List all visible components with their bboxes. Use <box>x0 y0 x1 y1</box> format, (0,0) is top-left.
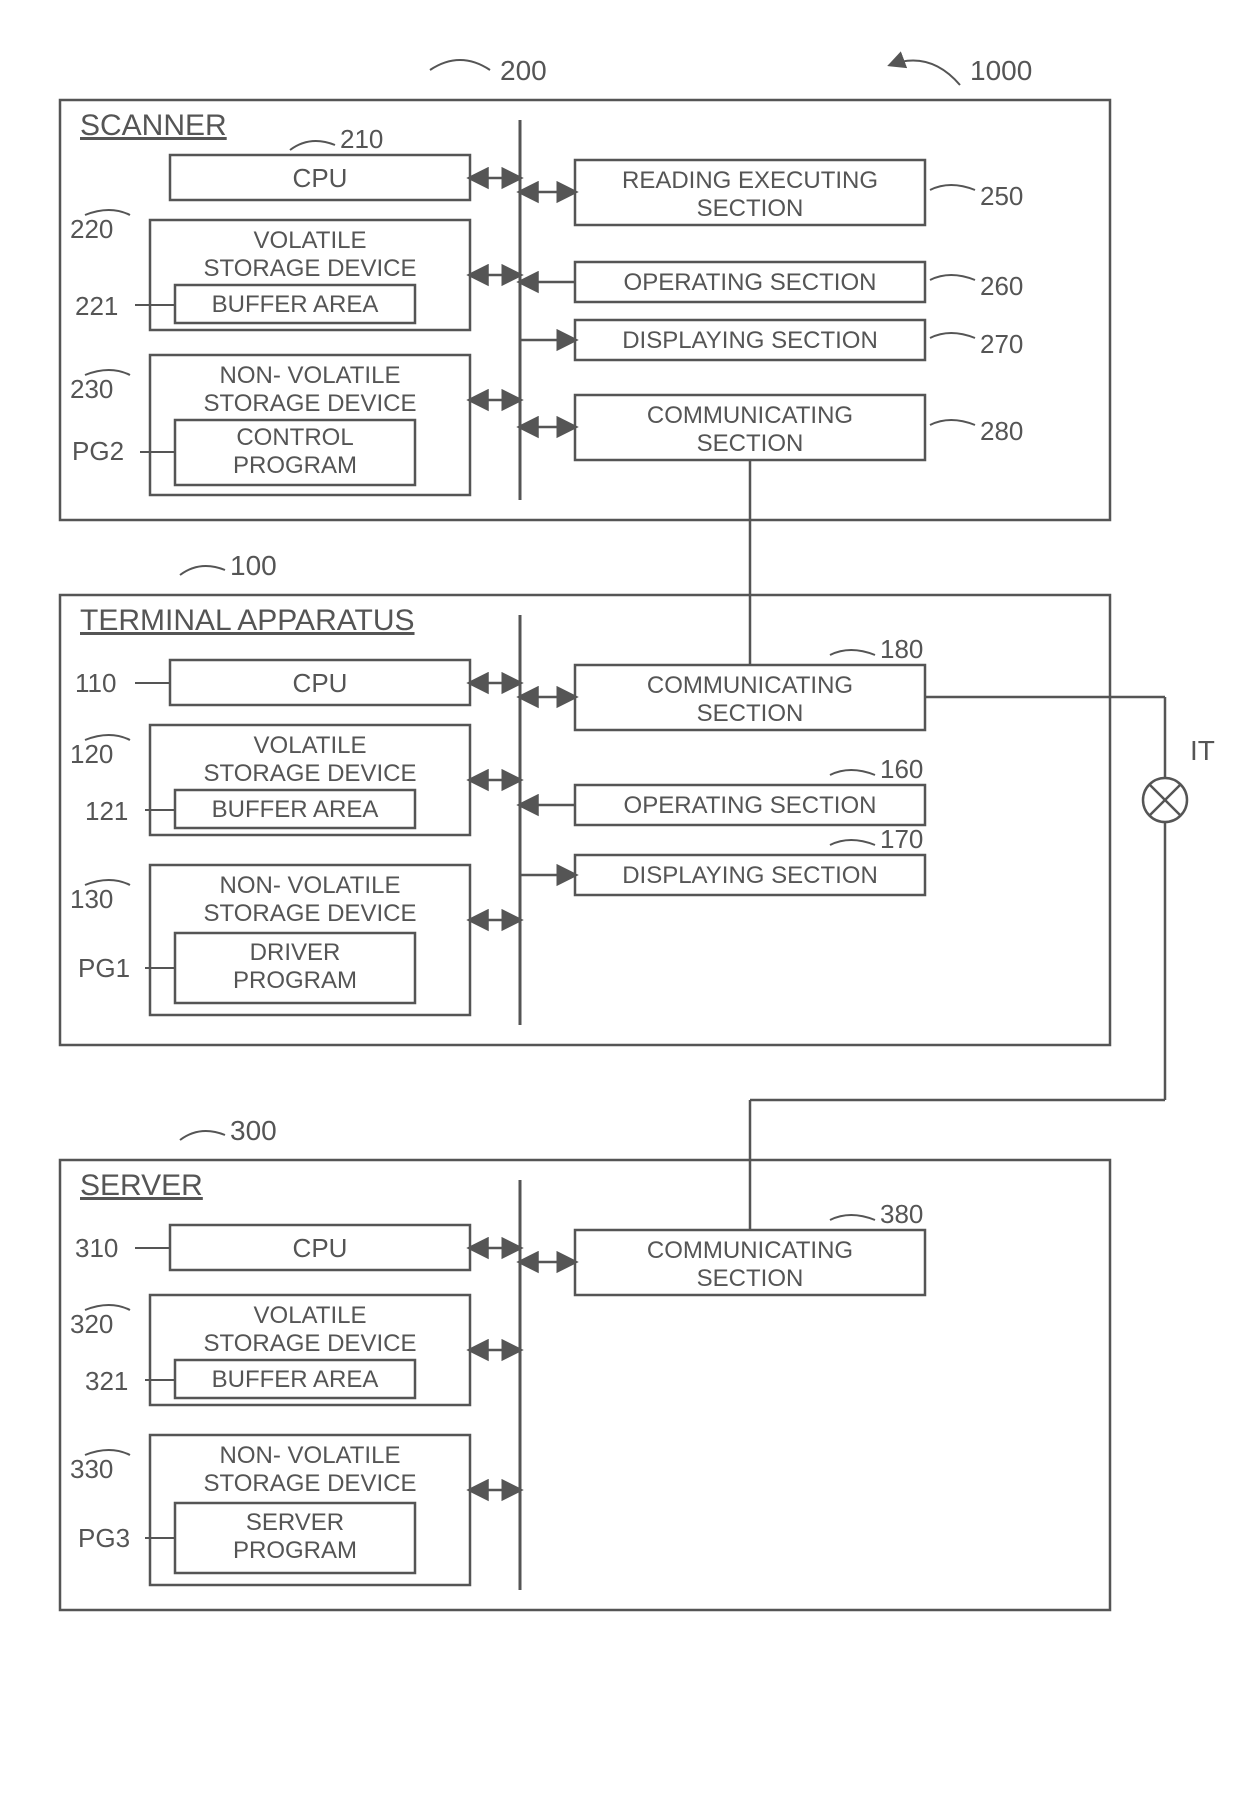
svg-text:STORAGE DEVICE: STORAGE DEVICE <box>204 390 417 417</box>
svg-text:OPERATING SECTION: OPERATING SECTION <box>624 792 877 819</box>
callout-1000: 1000 <box>970 55 1032 86</box>
svg-text:STORAGE DEVICE: STORAGE DEVICE <box>204 760 417 787</box>
terminal-title: TERMINAL APPARATUS <box>80 604 415 637</box>
callout-pg1: PG1 <box>78 953 130 983</box>
svg-text:BUFFER AREA: BUFFER AREA <box>212 291 379 318</box>
callout-pg2: PG2 <box>72 436 124 466</box>
svg-text:SECTION: SECTION <box>697 430 804 457</box>
callout-221: 221 <box>75 291 118 321</box>
callout-170: 170 <box>880 824 923 854</box>
svg-text:CONTROL: CONTROL <box>236 424 353 451</box>
callout-121: 121 <box>85 796 128 826</box>
callout-270: 270 <box>980 329 1023 359</box>
scanner-cpu-label: CPU <box>293 163 348 193</box>
svg-text:STORAGE DEVICE: STORAGE DEVICE <box>204 1330 417 1357</box>
svg-text:CPU: CPU <box>293 1233 348 1263</box>
svg-text:NON- VOLATILE: NON- VOLATILE <box>220 362 401 389</box>
svg-text:VOLATILE: VOLATILE <box>254 227 367 254</box>
svg-text:VOLATILE: VOLATILE <box>254 1302 367 1329</box>
callout-120: 120 <box>70 739 113 769</box>
callout-320: 320 <box>70 1309 113 1339</box>
callout-180: 180 <box>880 634 923 664</box>
svg-text:COMMUNICATING: COMMUNICATING <box>647 672 853 699</box>
system-diagram: SCANNER 200 1000 CPU 210 VOLATILE STORAG… <box>0 0 1240 1802</box>
callout-210: 210 <box>340 124 383 154</box>
callout-200: 200 <box>500 55 547 86</box>
callout-220: 220 <box>70 214 113 244</box>
callout-280: 280 <box>980 416 1023 446</box>
svg-text:PROGRAM: PROGRAM <box>233 452 357 479</box>
svg-text:DISPLAYING SECTION: DISPLAYING SECTION <box>622 862 878 889</box>
callout-380: 380 <box>880 1199 923 1229</box>
svg-text:BUFFER AREA: BUFFER AREA <box>212 1366 379 1393</box>
callout-pg3: PG3 <box>78 1523 130 1553</box>
callout-it: IT <box>1190 735 1215 766</box>
callout-100: 100 <box>230 550 277 581</box>
svg-text:READING EXECUTING: READING EXECUTING <box>622 167 878 194</box>
callout-130: 130 <box>70 884 113 914</box>
svg-text:COMMUNICATING: COMMUNICATING <box>647 1237 853 1264</box>
svg-text:STORAGE DEVICE: STORAGE DEVICE <box>204 900 417 927</box>
svg-text:STORAGE DEVICE: STORAGE DEVICE <box>204 255 417 282</box>
svg-text:SECTION: SECTION <box>697 195 804 222</box>
svg-text:VOLATILE: VOLATILE <box>254 732 367 759</box>
callout-321: 321 <box>85 1366 128 1396</box>
svg-text:NON- VOLATILE: NON- VOLATILE <box>220 872 401 899</box>
callout-230: 230 <box>70 374 113 404</box>
svg-text:CPU: CPU <box>293 668 348 698</box>
svg-text:DRIVER: DRIVER <box>250 939 341 966</box>
svg-text:SECTION: SECTION <box>697 1265 804 1292</box>
callout-160: 160 <box>880 754 923 784</box>
svg-text:OPERATING SECTION: OPERATING SECTION <box>624 269 877 296</box>
svg-text:STORAGE DEVICE: STORAGE DEVICE <box>204 1470 417 1497</box>
svg-text:DISPLAYING SECTION: DISPLAYING SECTION <box>622 327 878 354</box>
svg-text:SERVER: SERVER <box>246 1509 344 1536</box>
callout-330: 330 <box>70 1454 113 1484</box>
server-title: SERVER <box>80 1169 203 1202</box>
callout-300: 300 <box>230 1115 277 1146</box>
callout-310: 310 <box>75 1233 118 1263</box>
svg-text:COMMUNICATING: COMMUNICATING <box>647 402 853 429</box>
scanner-title: SCANNER <box>80 109 227 142</box>
callout-250: 250 <box>980 181 1023 211</box>
svg-text:PROGRAM: PROGRAM <box>233 967 357 994</box>
callout-110: 110 <box>75 668 116 698</box>
svg-text:SECTION: SECTION <box>697 700 804 727</box>
callout-260: 260 <box>980 271 1023 301</box>
svg-text:BUFFER AREA: BUFFER AREA <box>212 796 379 823</box>
svg-text:NON- VOLATILE: NON- VOLATILE <box>220 1442 401 1469</box>
svg-text:PROGRAM: PROGRAM <box>233 1537 357 1564</box>
